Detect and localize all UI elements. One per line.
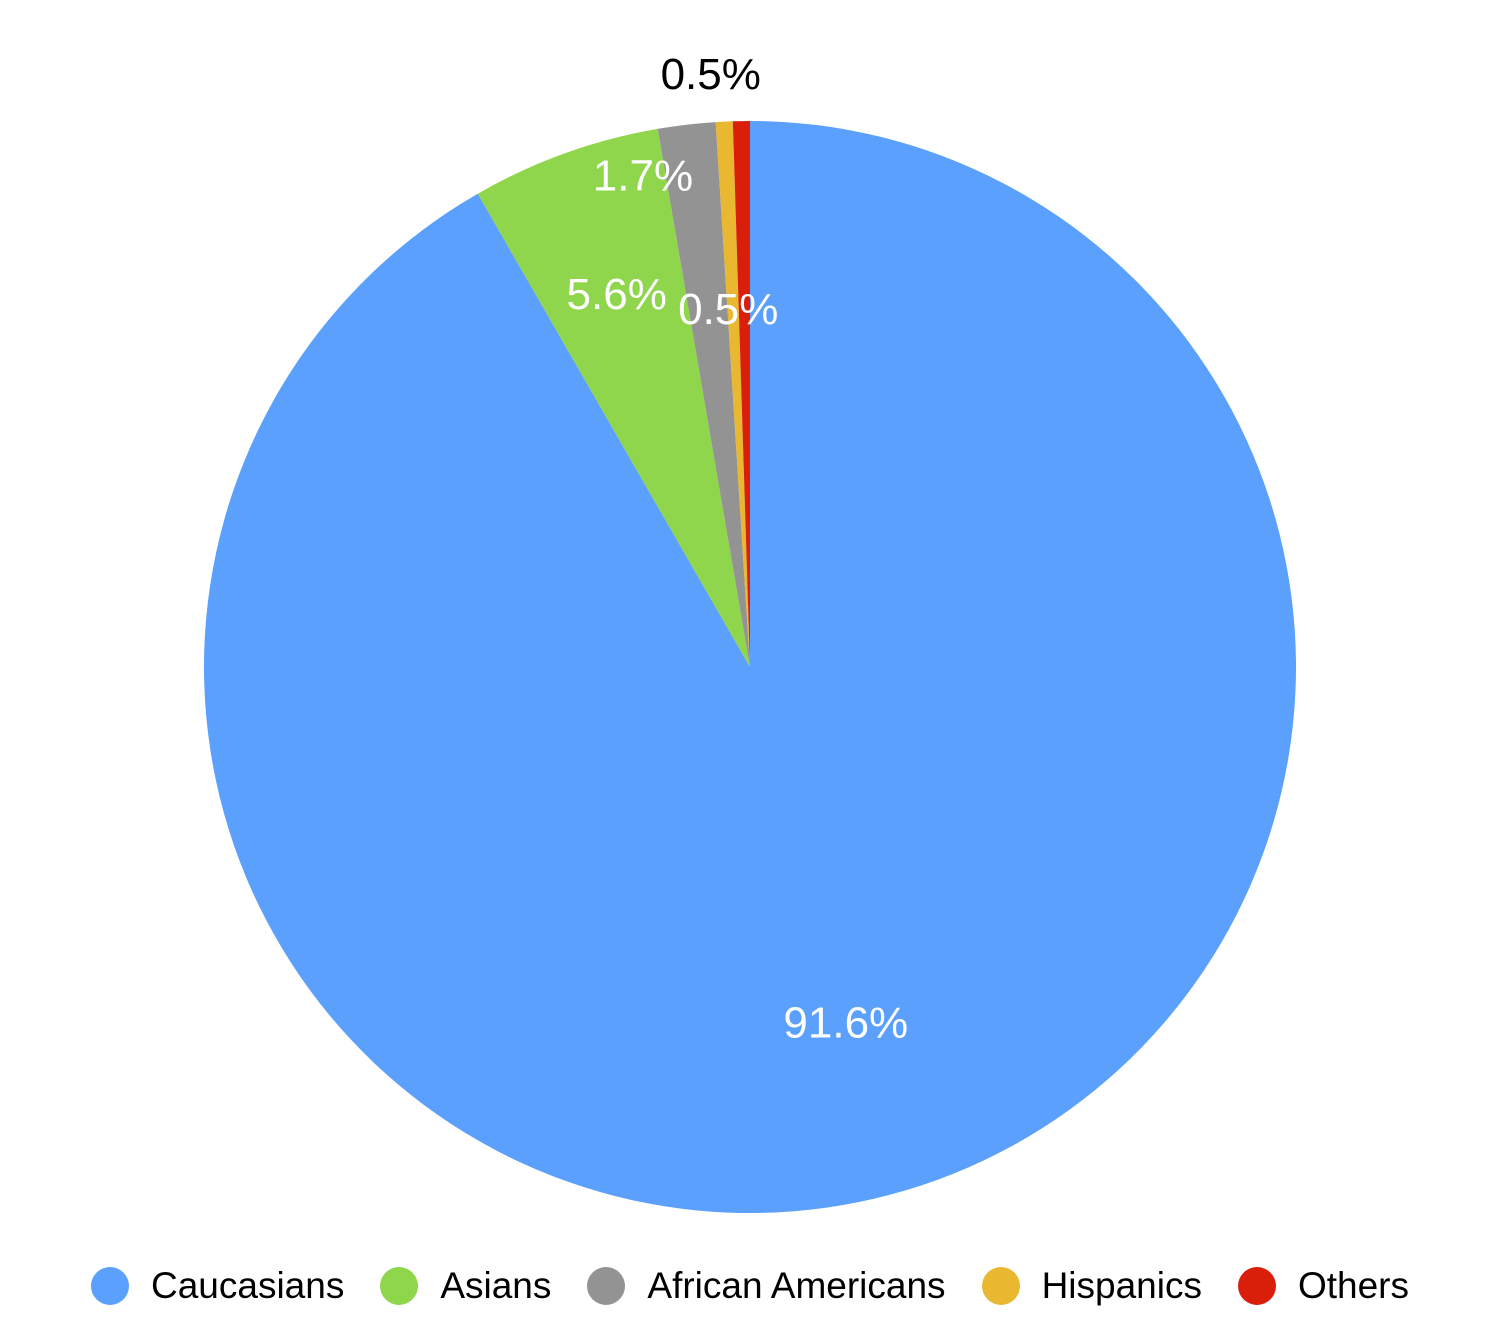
legend-label-african-americans: African Americans xyxy=(647,1265,946,1306)
legend-label-hispanics: Hispanics xyxy=(1041,1265,1202,1306)
data-label-asians: 5.6% xyxy=(567,270,667,319)
pie-chart: 91.6% 5.6% 1.7% 0.5% 0.5% xyxy=(203,50,1296,1213)
legend-dot-hispanics xyxy=(981,1267,1020,1305)
legend-label-caucasians: Caucasians xyxy=(150,1265,345,1306)
legend-label-others: Others xyxy=(1297,1265,1410,1306)
pie-slice-african-americans[interactable] xyxy=(657,122,750,667)
legend-item-others[interactable]: Others xyxy=(1237,1265,1410,1307)
pie-slice-others[interactable] xyxy=(732,121,750,667)
legend-dot-asians xyxy=(380,1267,419,1305)
data-label-caucasians: 91.6% xyxy=(783,998,908,1047)
pie-slice-asians[interactable] xyxy=(477,128,750,668)
legend-dot-caucasians xyxy=(90,1267,129,1305)
legend-dot-african-americans xyxy=(587,1267,626,1305)
pie-slice-caucasians[interactable] xyxy=(203,121,1296,1213)
legend-item-caucasians[interactable]: Caucasians xyxy=(90,1265,345,1307)
data-label-hispanics: 0.5% xyxy=(678,285,778,334)
data-label-others: 0.5% xyxy=(661,50,761,99)
legend-dot-others xyxy=(1237,1267,1276,1305)
legend-item-hispanics[interactable]: Hispanics xyxy=(981,1265,1202,1307)
legend-label-asians: Asians xyxy=(440,1265,552,1306)
legend-item-african-americans[interactable]: African Americans xyxy=(587,1265,946,1307)
legend: Caucasians Asians African Americans Hisp… xyxy=(0,1258,1500,1314)
legend-item-asians[interactable]: Asians xyxy=(380,1265,551,1307)
data-label-african-americans: 1.7% xyxy=(593,152,693,201)
pie-slice-hispanics[interactable] xyxy=(715,121,750,667)
